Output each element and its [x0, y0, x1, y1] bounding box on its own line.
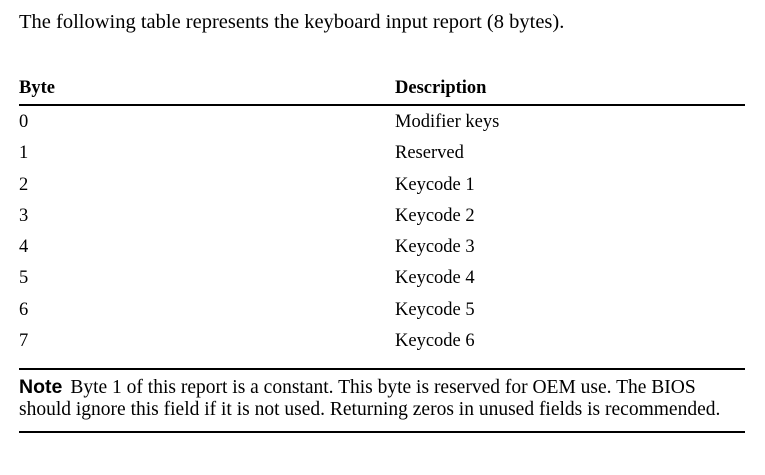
byte-cell: 1	[19, 143, 29, 164]
table-row: 4 Keycode 3	[19, 231, 745, 262]
header-description: Description	[395, 78, 487, 98]
note-box: Note Byte 1 of this report is a constant.…	[19, 368, 745, 433]
byte-cell: 0	[19, 112, 29, 132]
description-cell: Reserved	[395, 143, 464, 164]
description-cell: Modifier keys	[395, 112, 500, 132]
description-cell: Keycode 6	[395, 331, 475, 352]
description-cell: Keycode 3	[395, 237, 475, 258]
table-row: 7 Keycode 6	[19, 325, 745, 356]
description-cell: Keycode 1	[395, 174, 475, 195]
byte-cell: 3	[19, 205, 29, 226]
table-row: 3 Keycode 2	[19, 200, 745, 231]
table-row: 0 Modifier keys	[19, 106, 745, 137]
note-text: Byte 1 of this report is a constant. Thi…	[19, 377, 721, 420]
byte-cell: 5	[19, 268, 29, 289]
byte-cell: 7	[19, 331, 29, 352]
table-row: 5 Keycode 4	[19, 262, 745, 293]
description-cell: Keycode 2	[395, 205, 475, 226]
table-row: 6 Keycode 5	[19, 294, 745, 325]
table-body: 0 Modifier keys 1 Reserved 2 Keycode 1 3…	[19, 106, 745, 356]
note-label: Note	[19, 376, 63, 398]
description-cell: Keycode 4	[395, 268, 475, 289]
description-cell: Keycode 5	[395, 299, 475, 320]
table-row: 2 Keycode 1	[19, 169, 745, 200]
byte-cell: 6	[19, 299, 29, 320]
table-header: Byte Description	[19, 76, 745, 106]
keyboard-report-table: Byte Description 0 Modifier keys 1 Reser…	[19, 76, 745, 356]
byte-cell: 2	[19, 174, 29, 195]
intro-text: The following table represents the keybo…	[19, 11, 565, 33]
byte-cell: 4	[19, 237, 29, 258]
table-row: 1 Reserved	[19, 137, 745, 168]
header-byte: Byte	[19, 78, 55, 98]
